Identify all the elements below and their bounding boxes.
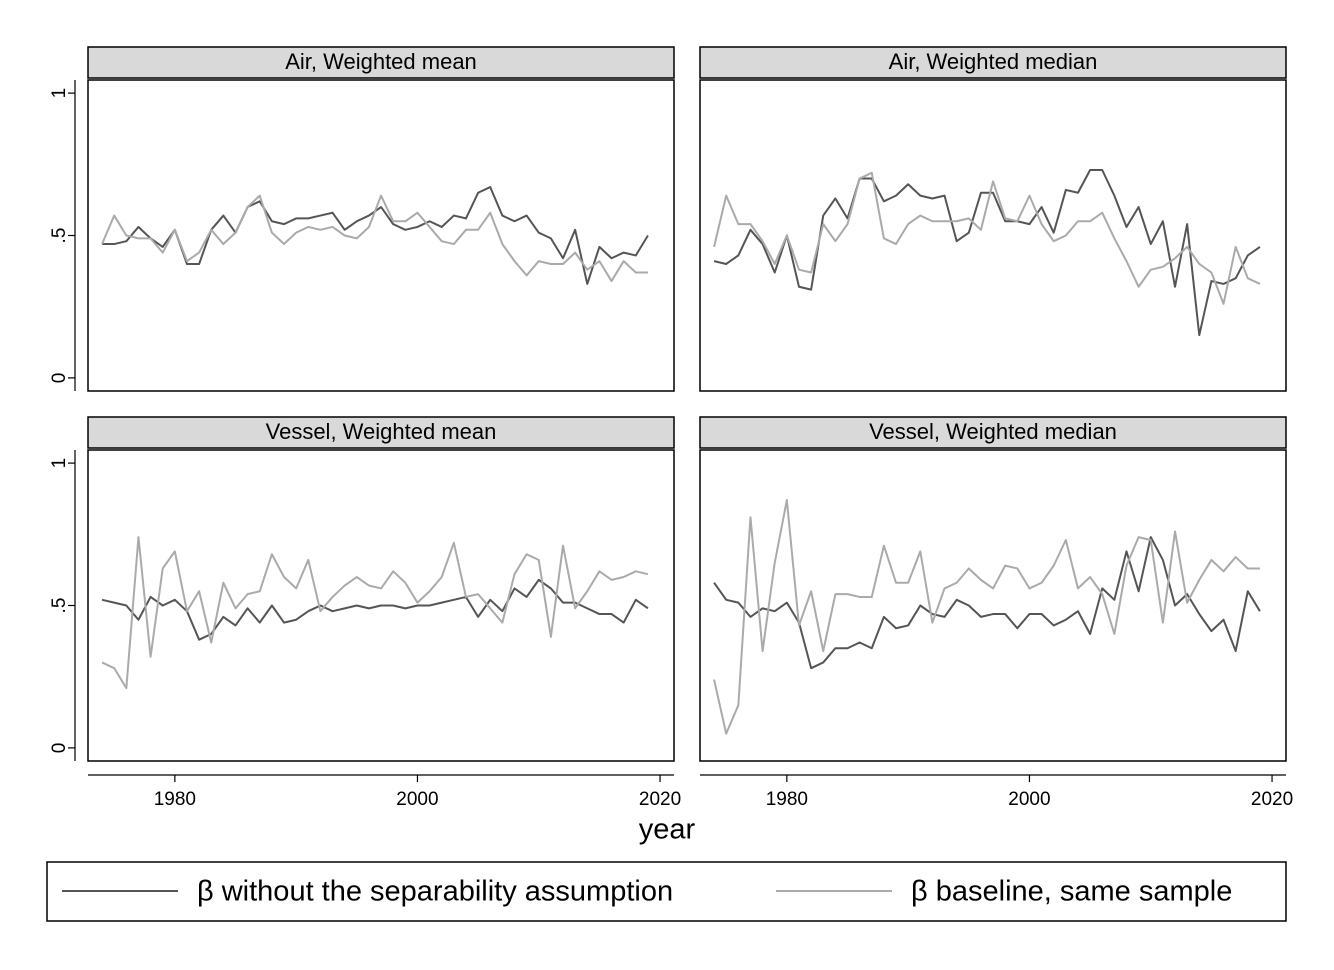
panel-strip xyxy=(699,46,1287,79)
panel-title: Air, Weighted median xyxy=(889,49,1098,74)
panel-strip xyxy=(87,46,675,79)
x-tick-label: 1980 xyxy=(766,789,808,810)
x-tick-label: 2020 xyxy=(1251,789,1293,810)
x-tick-label: 2000 xyxy=(1008,789,1050,810)
plot-frame xyxy=(699,449,1287,762)
legend-label: β without the separability assumption xyxy=(197,876,673,908)
plot-frame xyxy=(87,79,675,392)
y-tick-label: 0 xyxy=(49,743,70,754)
panel-strip xyxy=(699,416,1287,449)
plot-frame xyxy=(699,79,1287,392)
y-tick-label: 1 xyxy=(49,88,70,99)
y-tick-label: .5 xyxy=(49,598,70,614)
panel-title: Vessel, Weighted median xyxy=(869,419,1117,444)
y-tick-label: 1 xyxy=(49,458,70,469)
x-tick-label: 2000 xyxy=(396,789,438,810)
series-line xyxy=(713,499,1260,735)
y-tick-label: .5 xyxy=(49,228,70,244)
legend-box xyxy=(46,861,1287,922)
y-tick-label: 0 xyxy=(49,373,70,384)
panel-title: Air, Weighted mean xyxy=(285,49,477,74)
panel-strip xyxy=(87,416,675,449)
series-line xyxy=(713,169,1261,337)
legend-label: β baseline, same sample xyxy=(911,876,1232,908)
series-line xyxy=(101,536,649,690)
series-line xyxy=(101,194,648,283)
x-tick-label: 2020 xyxy=(639,789,681,810)
plot-frame xyxy=(87,449,675,762)
series-line xyxy=(713,171,1261,305)
panel-title: Vessel, Weighted mean xyxy=(266,419,497,444)
x-axis-label: year xyxy=(639,814,696,846)
x-tick-label: 1980 xyxy=(154,789,196,810)
